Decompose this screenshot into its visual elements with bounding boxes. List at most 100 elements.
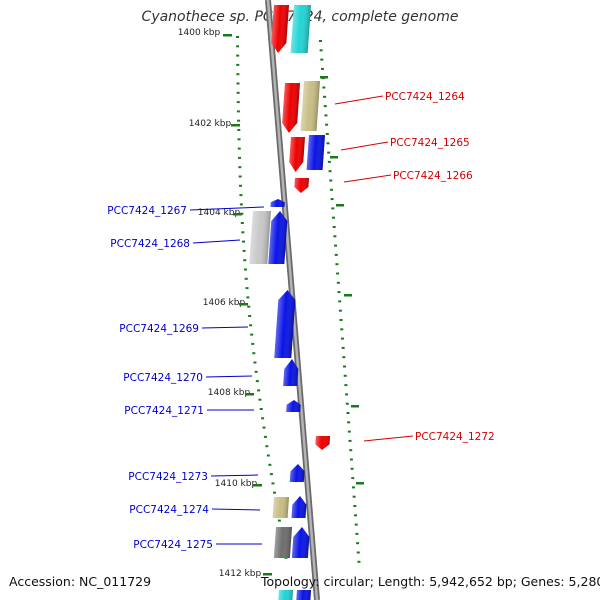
minor-tick: [241, 231, 245, 234]
minor-tick: [342, 356, 346, 359]
scale-label: 1400 kbp: [178, 28, 221, 38]
minor-tick: [255, 380, 259, 383]
gene-feature[interactable]: [268, 211, 288, 264]
gene-label-forward[interactable]: PCC7424_1266: [393, 170, 473, 182]
minor-tick: [243, 268, 247, 271]
gene-feature[interactable]: [283, 359, 299, 386]
minor-tick: [319, 49, 323, 52]
gene-feature[interactable]: [282, 83, 301, 133]
minor-tick: [322, 86, 326, 89]
minor-tick: [263, 435, 267, 438]
major-tick: [344, 294, 352, 297]
minor-tick: [326, 142, 330, 145]
gene-feature[interactable]: [286, 400, 301, 412]
minor-tick: [345, 402, 349, 405]
minor-tick: [330, 198, 334, 201]
gene-feature[interactable]: [271, 5, 290, 53]
gene-shading: [296, 590, 312, 600]
scale-label: 1410 kbp: [215, 479, 258, 489]
gene-feature[interactable]: [289, 464, 305, 482]
gene-feature[interactable]: [290, 5, 312, 53]
leader-line: [211, 508, 261, 511]
gene-feature[interactable]: [249, 211, 272, 264]
gene-feature[interactable]: [291, 496, 307, 518]
gene-shading: [278, 590, 294, 600]
minor-tick: [328, 170, 332, 173]
minor-tick: [318, 40, 322, 42]
leader-line: [210, 474, 259, 477]
leader-line: [205, 375, 253, 378]
gene-shading: [272, 497, 290, 518]
minor-tick: [329, 179, 333, 182]
minor-tick: [266, 454, 270, 457]
minor-tick: [320, 58, 324, 61]
gene-label-forward[interactable]: PCC7424_1272: [415, 431, 495, 443]
gene-feature[interactable]: [315, 436, 331, 450]
minor-tick: [354, 514, 358, 517]
gene-label-reverse[interactable]: PCC7424_1269: [119, 323, 199, 335]
minor-tick: [239, 203, 243, 206]
scale-label: 1412 kbp: [219, 569, 262, 579]
major-tick: [245, 393, 254, 396]
gene-shading: [283, 359, 299, 386]
major-tick: [223, 34, 232, 37]
minor-tick: [240, 222, 244, 224]
gene-label-reverse[interactable]: PCC7424_1274: [129, 504, 209, 516]
gene-label-reverse[interactable]: PCC7424_1270: [123, 372, 203, 384]
minor-tick: [357, 560, 361, 563]
minor-tick: [237, 129, 241, 131]
gene-feature[interactable]: [289, 137, 306, 172]
gene-feature[interactable]: [278, 590, 294, 600]
minor-tick: [238, 166, 242, 169]
gene-label-reverse[interactable]: PCC7424_1275: [133, 539, 213, 551]
gene-shading: [282, 83, 301, 133]
minor-tick: [334, 253, 338, 256]
gene-label-reverse[interactable]: PCC7424_1267: [107, 205, 187, 217]
gene-feature[interactable]: [306, 135, 326, 170]
minor-tick: [325, 123, 329, 126]
gene-shading: [306, 135, 326, 170]
gene-feature[interactable]: [272, 497, 290, 518]
scale-label: 1406 kbp: [203, 298, 246, 308]
tick-marks: 1400 kbp 1402 kbp 1404 kbp 1406 kbp 1408 kbp…: [178, 28, 364, 579]
minor-tick: [340, 328, 344, 331]
gene-feature[interactable]: [300, 81, 321, 131]
gene-feature[interactable]: [270, 199, 285, 207]
minor-tick: [242, 249, 246, 252]
gene-label-reverse[interactable]: PCC7424_1271: [124, 405, 204, 417]
minor-tick: [236, 73, 240, 76]
major-tick: [330, 156, 338, 159]
gene-shading: [273, 527, 293, 558]
minor-tick: [331, 216, 335, 219]
minor-tick: [236, 110, 240, 113]
gene-label-reverse[interactable]: PCC7424_1273: [128, 471, 208, 483]
leader-line: [343, 174, 392, 183]
major-tick: [336, 204, 344, 207]
gene-shading: [291, 496, 307, 518]
minor-tick: [355, 532, 359, 535]
minor-tick: [257, 389, 261, 392]
major-tick: [231, 124, 240, 127]
gene-label-reverse[interactable]: PCC7424_1268: [110, 238, 190, 250]
minor-tick: [356, 551, 360, 554]
minor-tick: [254, 370, 258, 373]
minor-tick: [250, 333, 254, 336]
gene-feature[interactable]: [291, 527, 310, 558]
minor-tick: [241, 240, 245, 243]
gene-feature[interactable]: [274, 290, 296, 358]
gene-feature[interactable]: [294, 178, 310, 193]
minor-tick: [262, 426, 266, 429]
minor-tick: [320, 67, 324, 70]
gene-feature[interactable]: [296, 590, 312, 600]
gene-label-forward[interactable]: PCC7424_1265: [390, 137, 470, 149]
minor-tick: [337, 291, 341, 294]
minor-tick: [244, 277, 248, 280]
minor-tick: [247, 305, 251, 308]
gene-label-forward[interactable]: PCC7424_1264: [385, 91, 465, 103]
gene-shading: [300, 81, 321, 131]
gene-feature[interactable]: [273, 527, 293, 558]
minor-tick: [246, 296, 250, 299]
minor-tick: [327, 151, 331, 154]
minor-tick: [236, 101, 240, 104]
